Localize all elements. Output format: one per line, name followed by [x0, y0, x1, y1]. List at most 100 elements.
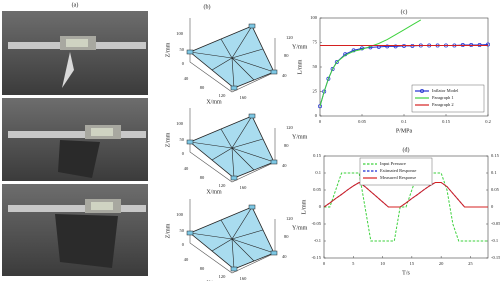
- y-tick-label: 40: [282, 73, 287, 78]
- crease: [220, 38, 233, 59]
- x-tick-label: 0.1: [401, 119, 407, 124]
- y-tick-label: -0.1: [314, 238, 321, 243]
- crease: [231, 206, 253, 240]
- corner-pad: [270, 159, 278, 165]
- crease: [231, 115, 253, 149]
- x-tick-label: 20: [439, 261, 444, 266]
- crease: [189, 141, 233, 149]
- crease: [189, 51, 233, 59]
- z-tick-label: 0: [182, 151, 185, 156]
- x-tick-label: 0.2: [485, 119, 491, 124]
- series-line: [324, 172, 488, 242]
- data-point: [330, 67, 335, 71]
- data-point: [486, 42, 490, 47]
- x-axis-label: X/mm: [206, 99, 222, 105]
- legend-label: Estimated Response: [380, 168, 416, 173]
- z-tick-label: 50: [180, 137, 185, 142]
- z-tick-label: 50: [180, 47, 185, 52]
- corner-pad: [270, 250, 278, 256]
- x-tick-label: 0.05: [358, 119, 367, 124]
- z-tick-label: 0: [182, 242, 185, 247]
- x-tick-label: 40: [184, 76, 189, 81]
- y-tick-label: 0: [319, 204, 322, 209]
- y-tick-label: 80: [284, 53, 289, 58]
- y-tick-label: 120: [286, 35, 294, 40]
- crease: [220, 128, 233, 149]
- y-tick-label: 0.15: [313, 153, 322, 158]
- crease: [231, 147, 255, 171]
- panel-label: (b): [204, 3, 211, 10]
- legend-label: Measured Response: [380, 175, 416, 180]
- corner-pad: [230, 266, 238, 272]
- z-tick-label: 100: [176, 212, 184, 217]
- x-tick-label: 80: [200, 85, 205, 90]
- y-tick-label: -0.15: [312, 255, 322, 260]
- crease: [211, 57, 233, 71]
- y2-tick-label: 0.1: [491, 170, 497, 175]
- x-tick-label: 40: [184, 166, 189, 171]
- x-tick-label: 5: [352, 261, 355, 266]
- corner-pad: [186, 139, 194, 145]
- legend-label: Inflator Model: [432, 88, 459, 93]
- z-axis-label: Z/mm: [165, 132, 171, 147]
- x-tick-label: 0.15: [442, 119, 451, 124]
- x-tick-label: 15: [410, 261, 415, 266]
- legend-label: Input Pressure: [380, 161, 406, 166]
- y-tick-label: 50: [313, 64, 318, 69]
- y2-tick-label: -0.15: [491, 255, 500, 260]
- data-point: [351, 48, 356, 53]
- panel-label: (a): [72, 1, 79, 8]
- sheet: [189, 115, 275, 179]
- x-tick-label: 0: [319, 119, 322, 124]
- x-tick-label: 80: [200, 266, 205, 271]
- y2-tick-label: 0.15: [491, 153, 500, 158]
- x-tick-label: 120: [219, 183, 227, 188]
- sheet: [189, 25, 275, 89]
- y-tick-label: 75: [313, 40, 318, 45]
- series-line: [324, 181, 488, 208]
- x-tick-label: 160: [240, 276, 248, 281]
- crease: [231, 147, 275, 163]
- x-tick-label: 160: [240, 185, 248, 190]
- y-tick-label: 80: [284, 143, 289, 148]
- x-tick-label: 160: [240, 95, 248, 100]
- crease: [231, 57, 255, 81]
- y-axis-label: L/mm: [297, 59, 303, 74]
- y-axis-label: Y/mm: [292, 225, 308, 231]
- corner-pad: [248, 23, 256, 29]
- data-point: [326, 76, 331, 81]
- photo-1: [2, 11, 148, 95]
- crease: [231, 238, 235, 270]
- y-tick-label: 100: [310, 15, 318, 20]
- y-tick-label: 0.05: [313, 187, 322, 192]
- crease: [231, 57, 275, 73]
- x-tick-label: 0: [323, 261, 326, 266]
- x-tick-label: 40: [184, 257, 189, 262]
- y2-tick-label: -0.05: [491, 221, 500, 226]
- corner-pad: [248, 204, 256, 210]
- crease: [231, 238, 275, 254]
- crease: [220, 219, 233, 240]
- series-line: [320, 19, 422, 107]
- sheet-diagram: Z/mm 0 50 100 40 80 120 160 X/mm 40 80 120 Y/mm: [165, 18, 308, 105]
- corner-pad: [230, 85, 238, 91]
- x-tick-label: 25: [468, 261, 473, 266]
- y-axis-label: L/mm: [301, 199, 307, 214]
- corner-pad: [186, 230, 194, 236]
- axis-box: [189, 18, 276, 93]
- crease: [231, 25, 253, 59]
- axis-box: [189, 108, 276, 183]
- crease: [211, 238, 233, 252]
- z-tick-label: 50: [180, 228, 185, 233]
- x-axis-label: X/mm: [206, 189, 222, 195]
- corner-pad: [186, 49, 194, 55]
- y-tick-label: 120: [286, 125, 294, 130]
- crease: [231, 57, 235, 89]
- legend-label: Paragraph 1: [432, 95, 454, 100]
- y-tick-label: 40: [282, 163, 287, 168]
- y-tick-label: 25: [313, 89, 318, 94]
- corner-pad: [230, 175, 238, 181]
- z-tick-label: 100: [176, 121, 184, 126]
- x-tick-label: 120: [219, 274, 227, 279]
